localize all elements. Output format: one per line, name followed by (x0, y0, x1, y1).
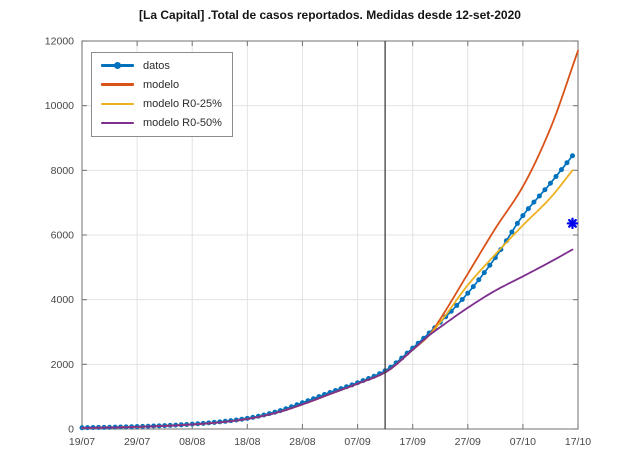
asterisk-stroke (568, 218, 577, 228)
x-tick-label: 18/08 (234, 436, 260, 448)
x-tick-label: 28/08 (289, 436, 315, 448)
data-point (465, 290, 471, 296)
series-datos-line (81, 155, 574, 429)
series-datos-markers (79, 153, 575, 431)
legend-label: modelo R0-50% (143, 117, 222, 130)
data-point (553, 174, 559, 180)
data-point (569, 153, 575, 159)
series-modelo-r0-50--line (81, 248, 574, 429)
legend-line-sample (101, 100, 134, 109)
legend: datos modelo modelo R0-25% modelo R0-50% (91, 52, 233, 137)
legend-item-modelo-r0-25: modelo R0-25% (101, 95, 232, 114)
y-tick-label: 2000 (51, 359, 75, 371)
data-point (470, 284, 476, 290)
data-point (481, 270, 487, 276)
data-point (454, 302, 460, 308)
legend-label: datos (143, 59, 170, 72)
data-point (564, 160, 570, 166)
y-tick-label: 12000 (45, 36, 74, 48)
data-point (525, 206, 531, 212)
legend-item-modelo-r0-50: modelo R0-50% (101, 114, 232, 133)
data-point (536, 193, 542, 199)
x-tick-label: 17/09 (400, 436, 426, 448)
legend-line-sample (101, 61, 134, 70)
data-point (531, 199, 537, 205)
legend-item-datos: datos (101, 56, 232, 75)
legend-line (101, 83, 134, 86)
data-point (509, 229, 515, 235)
data-point (542, 187, 548, 193)
data-point (487, 262, 493, 268)
y-tick-label: 10000 (45, 100, 74, 112)
x-tick-label: 17/10 (565, 436, 591, 448)
legend-line (101, 102, 134, 106)
legend-line-sample (101, 80, 134, 89)
x-tick-label: 07/09 (344, 436, 370, 448)
x-tick-label: 27/09 (455, 436, 481, 448)
x-tick-label: 08/08 (179, 436, 205, 448)
legend-label: modelo (143, 78, 180, 91)
x-tick-label: 19/07 (69, 436, 95, 448)
legend-marker-dot (114, 62, 121, 70)
legend-line (101, 121, 134, 125)
data-point (459, 296, 465, 302)
data-point (520, 213, 526, 219)
data-point (476, 277, 482, 283)
x-tick-label: 07/10 (510, 436, 536, 448)
y-tick-label: 4000 (51, 294, 75, 306)
x-tick-label: 29/07 (124, 436, 150, 448)
data-point (547, 180, 553, 186)
y-tick-label: 0 (68, 424, 74, 436)
y-tick-label: 8000 (51, 165, 75, 177)
legend-line-sample (101, 119, 134, 128)
chart-title: [La Capital] .Total de casos reportados.… (139, 8, 521, 22)
legend-label: modelo R0-25% (143, 98, 222, 111)
data-point (514, 220, 520, 226)
asterisk-marker (566, 217, 579, 230)
y-tick-label: 6000 (51, 230, 75, 242)
legend-item-modelo: modelo (101, 75, 232, 94)
data-point (558, 167, 564, 173)
